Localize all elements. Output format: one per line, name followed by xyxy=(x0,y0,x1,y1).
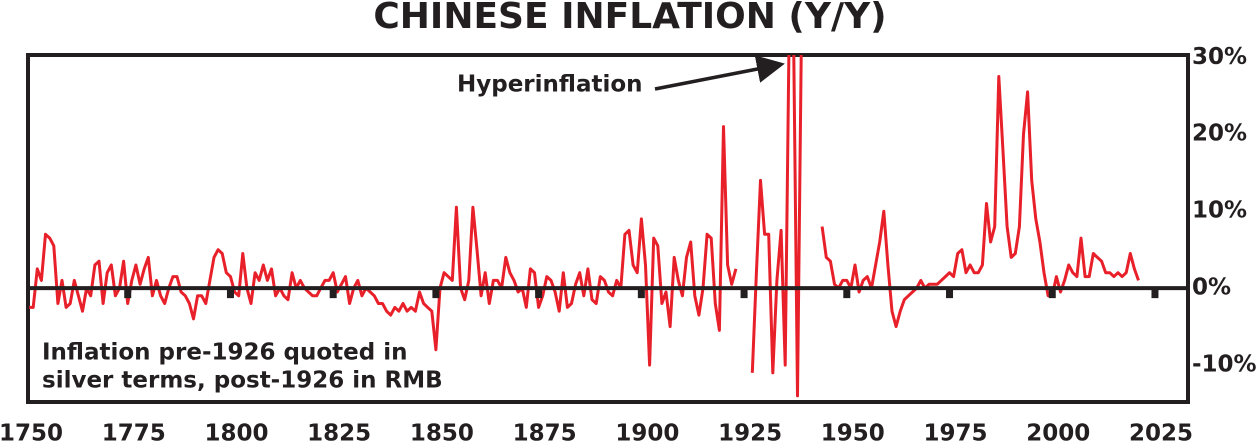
note: Inflation pre-1926 quoted in xyxy=(42,340,408,366)
x-tick-label: 1925 xyxy=(718,421,782,445)
x-tick-mark xyxy=(637,288,645,299)
x-tick-label: 2025 xyxy=(1129,421,1193,445)
y-tick-label: 30% xyxy=(1192,44,1247,70)
x-tick-label: 1775 xyxy=(102,421,166,445)
x-tick-label: 1875 xyxy=(513,421,577,445)
x-tick-label: 2000 xyxy=(1026,421,1090,445)
y-tick-label: 10% xyxy=(1192,198,1247,224)
x-tick-label: 1800 xyxy=(204,421,268,445)
x-tick-mark xyxy=(740,288,748,299)
y-tick-label: 20% xyxy=(1192,121,1247,147)
x-tick-mark xyxy=(329,288,337,299)
annotation-arrow xyxy=(654,55,785,91)
x-tick-label: 1950 xyxy=(821,421,885,445)
x-tick-label: 1750 xyxy=(0,421,63,445)
x-tick-mark xyxy=(432,288,440,299)
chart-title: CHINESE INFLATION (Y/Y) xyxy=(373,0,886,37)
plot-area xyxy=(29,55,1140,398)
inflation-line xyxy=(29,55,1140,398)
x-tick-label: 1850 xyxy=(410,421,474,445)
x-tick-mark xyxy=(124,288,132,299)
x-tick-label: 1975 xyxy=(924,421,988,445)
y-tick-label: 0% xyxy=(1192,275,1231,301)
x-tick-mark xyxy=(946,288,954,299)
x-tick-mark xyxy=(843,288,851,299)
annotation: Hyperinflation xyxy=(457,72,643,98)
x-tick-mark xyxy=(535,288,543,299)
x-tick-mark xyxy=(1048,288,1056,299)
note: silver terms, post-1926 in RMB xyxy=(42,368,443,394)
x-tick-label: 1825 xyxy=(307,421,371,445)
x-tick-mark xyxy=(1151,288,1159,299)
plot-frame xyxy=(26,53,1190,404)
x-tick-label: 1900 xyxy=(615,421,679,445)
x-tick-mark xyxy=(226,288,234,299)
y-tick-label: -10% xyxy=(1192,352,1257,378)
